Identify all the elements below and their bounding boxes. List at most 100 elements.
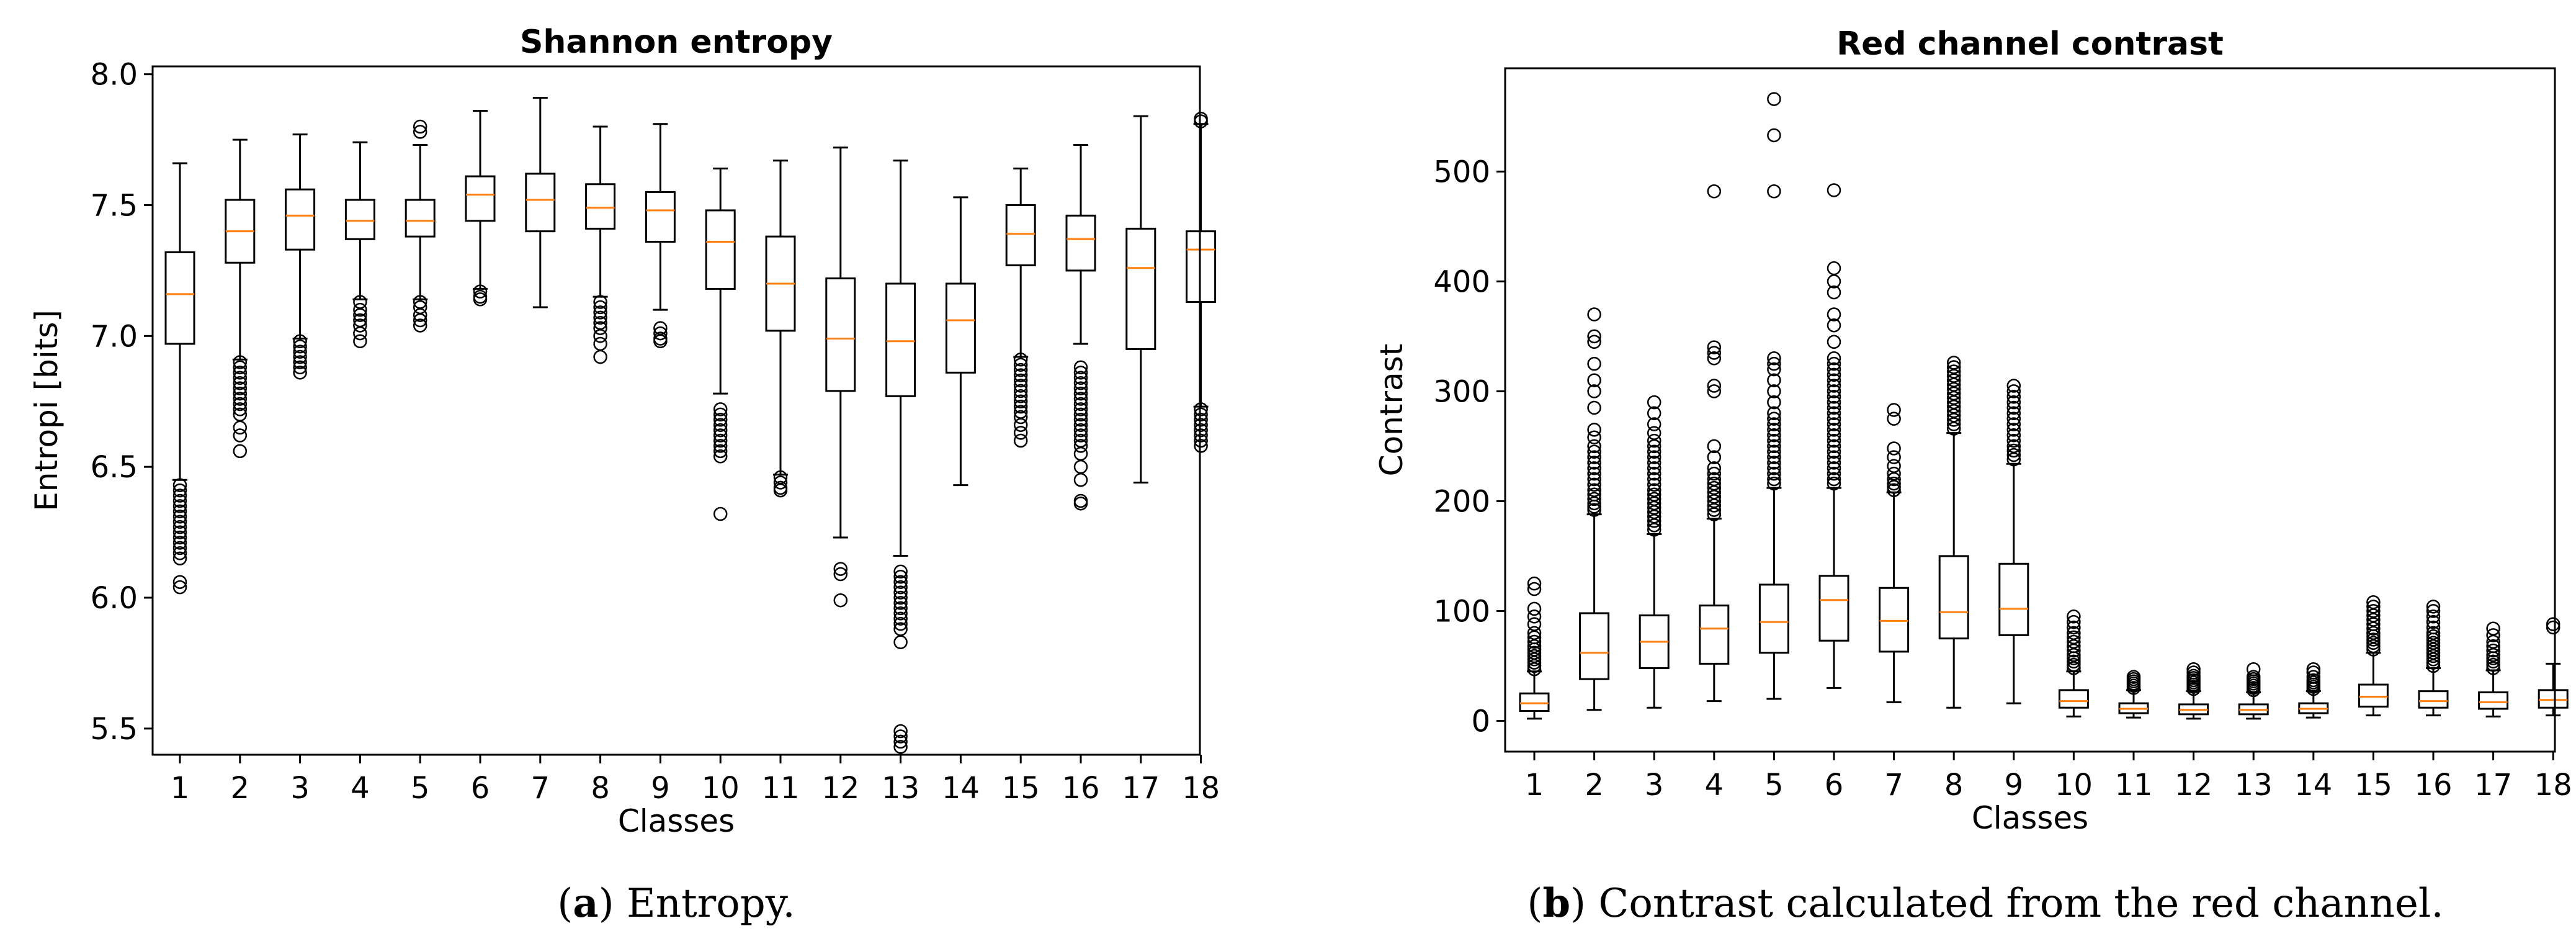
box-iqr	[164, 251, 195, 345]
box-class-16	[1065, 144, 1096, 511]
caption-a-text: Entropy.	[614, 881, 795, 927]
outlier-point	[1827, 439, 1841, 454]
outlier-point	[593, 310, 607, 325]
outlier-point	[1587, 439, 1601, 454]
box-iqr	[1938, 555, 1969, 640]
outlier-point	[1194, 407, 1208, 422]
outlier-point	[893, 740, 908, 754]
outlier-point	[1707, 439, 1722, 454]
y-tick-label: 300	[1433, 374, 1490, 409]
outlier-point	[1587, 373, 1601, 387]
outlier-point	[2067, 634, 2081, 649]
outlier-point	[2006, 400, 2021, 415]
outlier-point	[233, 386, 248, 401]
outlier-point	[293, 349, 307, 364]
y-axis-label: Entropi [bits]	[29, 310, 65, 511]
outlier-point	[1707, 384, 1722, 398]
outlier-point	[1827, 285, 1841, 300]
outlier-point	[2067, 626, 2081, 641]
outlier-point	[1647, 487, 1661, 502]
outlier-point	[2006, 428, 2021, 443]
outlier-point	[1647, 461, 1661, 475]
outlier-point	[2426, 629, 2441, 644]
plot-frame	[1504, 67, 2556, 753]
outlier-point	[233, 428, 248, 443]
outlier-point	[1073, 366, 1088, 380]
outlier-point	[2006, 417, 2021, 431]
outlier-point	[473, 292, 488, 307]
outlier-point	[1887, 450, 1901, 464]
outlier-point	[1587, 472, 1601, 487]
x-tick-label: 1	[171, 771, 190, 806]
box-iqr	[1879, 587, 1910, 653]
outlier-point	[1587, 503, 1601, 517]
outlier-point	[172, 541, 187, 555]
outlier-point	[1887, 441, 1901, 456]
outlier-point	[2306, 665, 2321, 680]
outlier-point	[1073, 428, 1088, 443]
box-class-4	[1699, 184, 1730, 703]
outlier-point	[172, 525, 187, 539]
box-class-3	[285, 133, 316, 380]
outlier-point	[1073, 392, 1088, 406]
outlier-point	[1587, 487, 1601, 502]
outlier-point	[1587, 492, 1601, 506]
chart-title: Red channel contrast	[1836, 25, 2224, 63]
outlier-point	[2006, 406, 2021, 421]
box-class-5	[1758, 92, 1789, 700]
outlier-point	[893, 585, 908, 600]
box-iqr	[465, 175, 496, 222]
outlier-point	[172, 478, 187, 492]
outlier-point	[2426, 636, 2441, 650]
outlier-point	[2306, 673, 2321, 688]
outlier-point	[1827, 373, 1841, 387]
outlier-point	[1013, 418, 1028, 432]
box-iqr	[405, 199, 436, 238]
outlier-point	[1527, 601, 1542, 616]
outlier-point	[713, 506, 728, 521]
outlier-point	[1013, 362, 1028, 377]
outlier-point	[1767, 428, 1781, 443]
x-tick-label: 15	[1002, 771, 1040, 806]
outlier-point	[1827, 390, 1841, 404]
outlier-point	[1887, 476, 1901, 491]
box-iqr	[344, 199, 375, 240]
outlier-point	[1767, 184, 1781, 199]
y-tick-label: 500	[1433, 155, 1490, 189]
outlier-point	[2366, 604, 2381, 618]
y-tick-label: 200	[1433, 484, 1490, 519]
outlier-point	[1827, 466, 1841, 481]
box-iqr	[645, 191, 676, 243]
outlier-point	[1587, 430, 1601, 445]
outlier-point	[233, 444, 248, 459]
outlier-point	[893, 590, 908, 605]
outlier-point	[1647, 466, 1661, 481]
y-tick-label: 400	[1433, 264, 1490, 299]
outlier-point	[713, 433, 728, 448]
outlier-point	[893, 724, 908, 739]
outlier-point	[593, 349, 607, 364]
outlier-point	[833, 593, 848, 608]
outlier-point	[2246, 670, 2261, 684]
outlier-point	[593, 305, 607, 320]
box-iqr	[1519, 692, 1550, 713]
outlier-point	[1767, 439, 1781, 454]
outlier-point	[1827, 450, 1841, 464]
box-iqr	[1818, 575, 1849, 642]
box-class-7	[525, 97, 556, 308]
outlier-point	[1073, 472, 1088, 487]
outlier-point	[2067, 630, 2081, 645]
box-iqr	[2058, 689, 2089, 709]
outlier-point	[2006, 439, 2021, 454]
outlier-point	[2186, 662, 2201, 677]
caption-a-close-paren: )	[598, 881, 614, 927]
box-class-18	[2538, 617, 2569, 717]
outlier-point	[1946, 356, 1961, 370]
outlier-point	[773, 483, 788, 498]
outlier-point	[893, 596, 908, 610]
outlier-point	[1647, 456, 1661, 470]
outlier-point	[653, 326, 668, 341]
outlier-point	[1073, 402, 1088, 416]
outlier-point	[1707, 466, 1722, 481]
